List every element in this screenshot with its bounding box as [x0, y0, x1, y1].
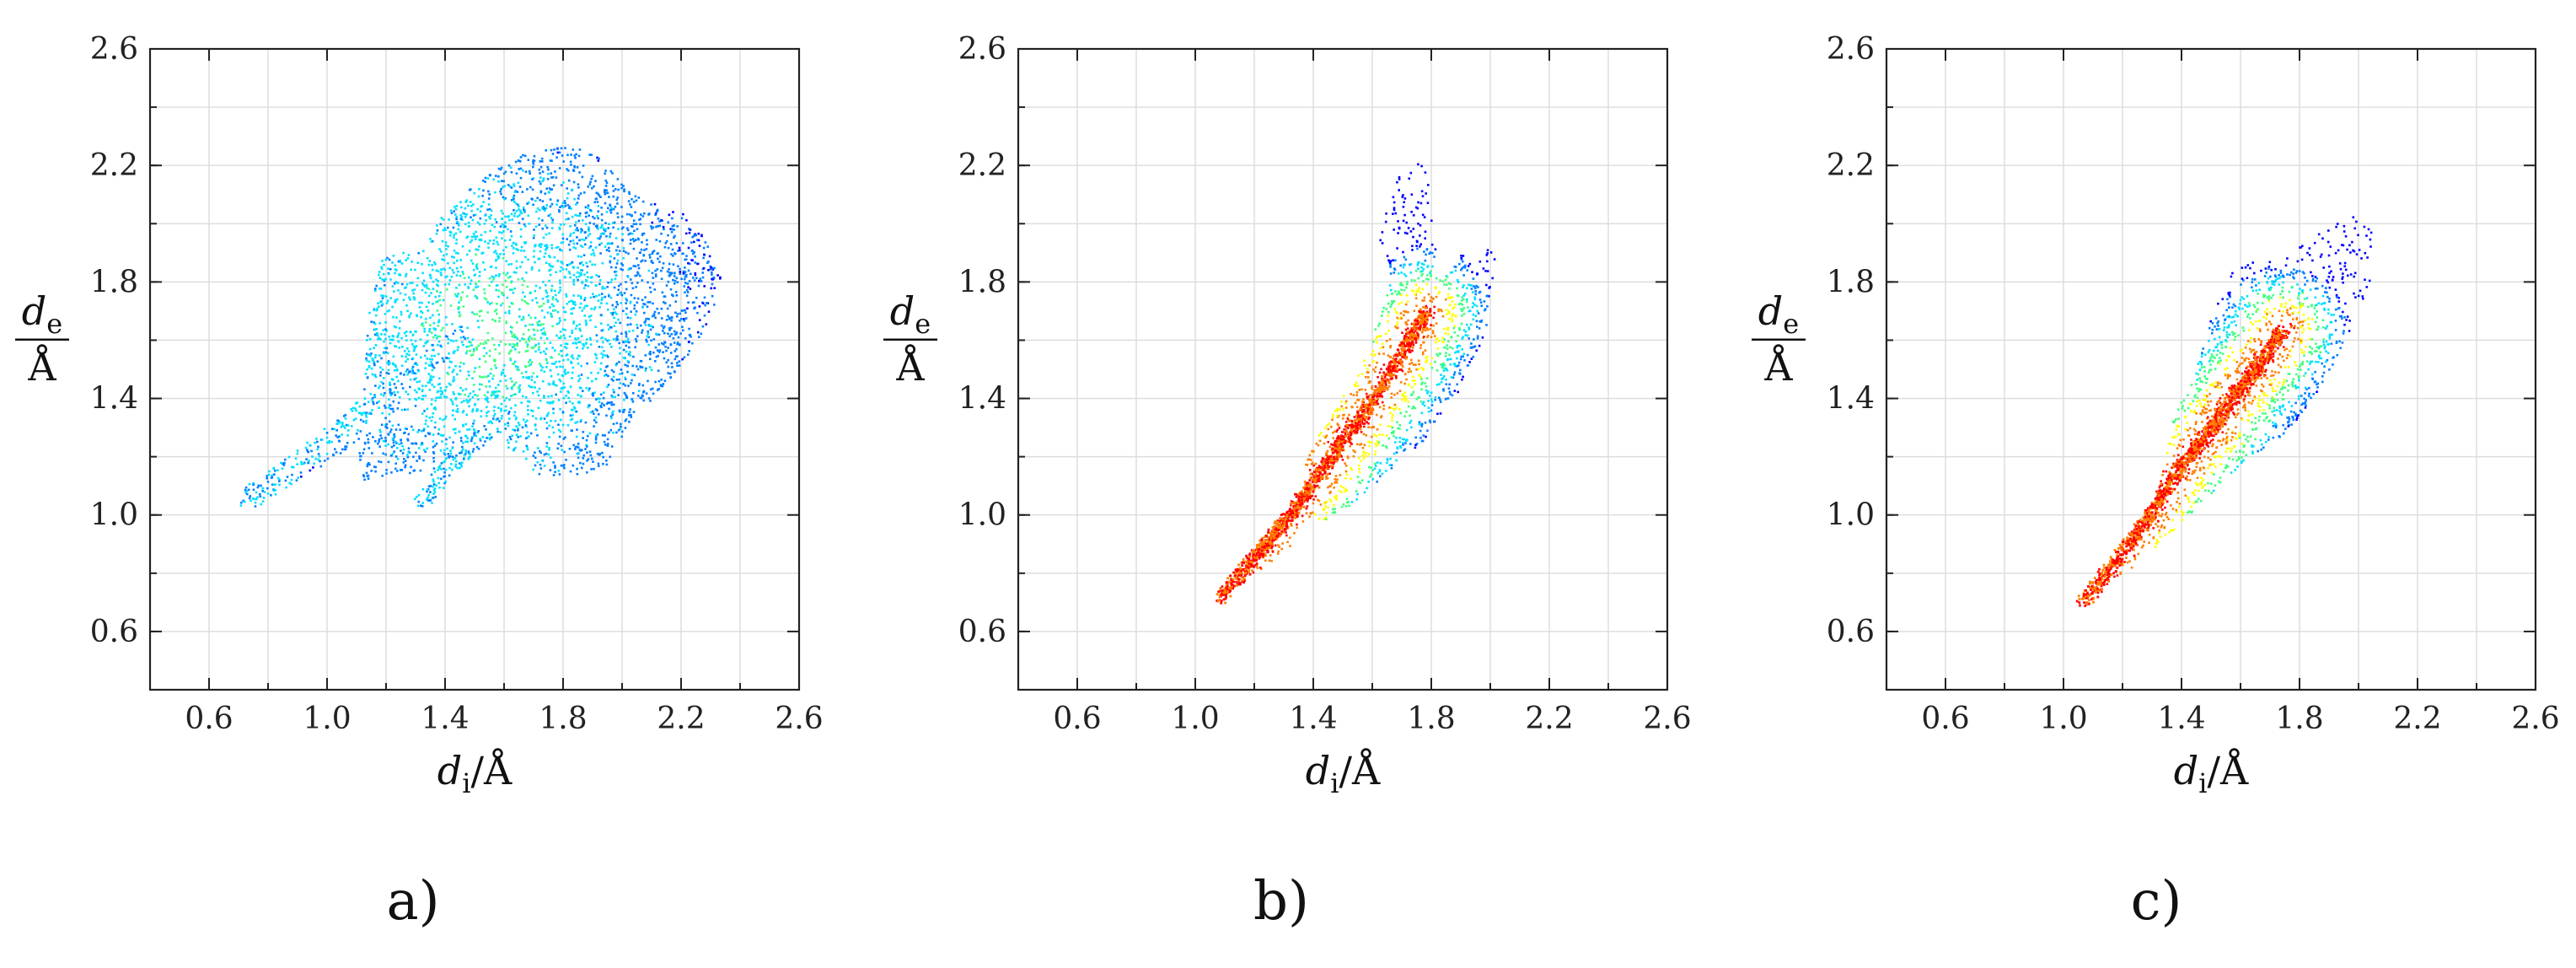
- x-axis-label: di/Å: [437, 747, 513, 799]
- y-axis-label-denominator: Å: [27, 343, 56, 390]
- scatter-points: [1216, 163, 1496, 605]
- panel-label: a): [386, 870, 439, 933]
- x-tick-label: 1.8: [1407, 702, 1455, 736]
- scatter-points: [239, 147, 722, 508]
- x-tick-label: 2.6: [2511, 702, 2559, 736]
- y-tick-label: 0.6: [1827, 615, 1875, 649]
- y-tick-label: 1.8: [958, 265, 1006, 299]
- x-tick-label: 1.0: [1171, 702, 1219, 736]
- x-tick-label: 1.0: [303, 702, 351, 736]
- y-tick-label: 1.4: [1827, 382, 1875, 417]
- y-axis-label-numerator: de: [890, 288, 931, 340]
- panel-3: 0.6 1.0 1.4 1.8 2.2 2.6 0.6 1.0 1.4 1.8 2.2 2.6 di/Å…: [1752, 32, 2560, 933]
- y-tick-label: 1.8: [90, 265, 138, 299]
- y-tick-label: 1.4: [958, 382, 1006, 417]
- x-tick-label: 2.2: [657, 702, 705, 736]
- x-tick-label: 0.6: [1053, 702, 1101, 736]
- grid: [150, 48, 800, 690]
- x-tick-label: 1.4: [2157, 702, 2205, 736]
- y-tick-label: 1.0: [958, 498, 1006, 533]
- x-tick-label: 2.6: [1643, 702, 1691, 736]
- plot-frame: [1885, 47, 2537, 691]
- panel-1: 0.6 1.0 1.4 1.8 2.2 2.6 0.6 1.0 1.4 1.8 2.2 2.6 di/Å…: [15, 32, 824, 933]
- panel-2: 0.6 1.0 1.4 1.8 2.2 2.6 0.6 1.0 1.4 1.8 2.2 2.6 di/Å…: [883, 32, 1692, 933]
- x-tick-label: 1.4: [421, 702, 469, 736]
- y-tick-label: 2.6: [1827, 32, 1875, 67]
- y-axis-label-numerator: de: [1758, 288, 1799, 340]
- x-axis-label: di/Å: [1306, 747, 1381, 799]
- y-tick-label: 0.6: [958, 615, 1006, 649]
- x-tick-label: 2.2: [1525, 702, 1573, 736]
- x-tick-label: 1.8: [539, 702, 587, 736]
- x-tick-label: 1.8: [2275, 702, 2323, 736]
- y-axis-label-denominator: Å: [1763, 343, 1793, 390]
- x-axis-label: di/Å: [2174, 747, 2249, 799]
- y-axis-label: deÅ: [1752, 288, 1806, 390]
- plot-frame: [148, 47, 801, 691]
- panel-label: c): [2131, 870, 2182, 933]
- panel-label: b): [1253, 870, 1309, 933]
- x-tick-label: 2.2: [2393, 702, 2441, 736]
- x-tick-label: 1.4: [1289, 702, 1337, 736]
- x-tick-label: 2.6: [775, 702, 823, 736]
- y-axis-label-denominator: Å: [895, 343, 925, 390]
- y-tick-label: 2.2: [90, 148, 138, 183]
- scatter-points: [2075, 216, 2373, 607]
- y-tick-label: 1.4: [90, 382, 138, 417]
- x-tick-label: 1.0: [2039, 702, 2087, 736]
- y-tick-label: 1.0: [90, 498, 138, 533]
- grid: [1018, 48, 1668, 690]
- y-tick-label: 2.6: [90, 32, 138, 67]
- y-axis-label: deÅ: [15, 288, 69, 390]
- plot-frame: [1017, 47, 1669, 691]
- y-tick-label: 2.2: [1827, 148, 1875, 183]
- y-tick-label: 1.8: [1827, 265, 1875, 299]
- x-tick-label: 0.6: [185, 702, 233, 736]
- y-tick-label: 2.2: [958, 148, 1006, 183]
- y-tick-label: 2.6: [958, 32, 1006, 67]
- y-axis-label: deÅ: [883, 288, 937, 390]
- y-tick-label: 0.6: [90, 615, 138, 649]
- y-tick-label: 1.0: [1827, 498, 1875, 533]
- x-tick-label: 0.6: [1921, 702, 1969, 736]
- y-axis-label-numerator: de: [22, 288, 62, 340]
